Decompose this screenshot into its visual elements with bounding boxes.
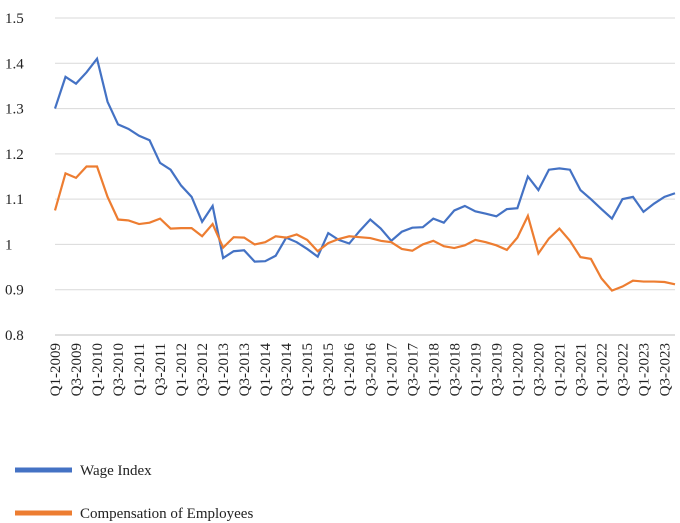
x-tick-label: Q1-2017 (384, 343, 400, 397)
x-tick-label: Q1-2013 (216, 343, 232, 396)
y-tick-label: 1.2 (5, 147, 24, 163)
x-tick-label: Q1-2011 (132, 343, 148, 396)
y-tick-label: 1.3 (5, 102, 24, 118)
x-tick-label: Q3-2018 (447, 343, 463, 396)
x-tick-label: Q1-2023 (636, 343, 652, 396)
x-tick-label: Q3-2023 (657, 343, 673, 396)
x-tick-label: Q3-2016 (363, 343, 379, 397)
y-tick-label: 0.8 (5, 328, 24, 344)
x-tick-label: Q1-2021 (552, 343, 568, 396)
series-line (53, 56, 676, 263)
x-tick-label: Q3-2010 (111, 343, 127, 396)
x-tick-label: Q1-2012 (174, 343, 190, 396)
x-tick-label: Q3-2019 (489, 343, 505, 396)
x-tick-label: Q1-2014 (258, 343, 274, 397)
x-tick-label: Q3-2013 (237, 343, 253, 396)
x-tick-label: Q3-2021 (573, 343, 589, 396)
x-tick-label: Q3-2009 (69, 343, 85, 396)
legend-label: Compensation of Employees (80, 506, 253, 522)
y-tick-label: 1.5 (5, 11, 24, 27)
x-tick-label: Q3-2012 (195, 343, 211, 396)
y-tick-label: 1 (5, 237, 13, 253)
x-tick-label: Q3-2017 (405, 343, 421, 397)
x-tick-label: Q3-2014 (279, 343, 295, 397)
x-tick-label: Q1-2022 (594, 343, 610, 396)
x-tick-label: Q3-2011 (153, 343, 169, 396)
x-tick-label: Q1-2019 (468, 343, 484, 396)
x-tick-label: Q1-2018 (426, 343, 442, 396)
legend-label: Wage Index (80, 463, 152, 479)
x-tick-label: Q3-2015 (321, 343, 337, 396)
x-tick-label: Q1-2009 (48, 343, 64, 396)
x-tick-label: Q1-2015 (300, 343, 316, 396)
x-tick-label: Q1-2016 (342, 343, 358, 397)
x-tick-label: Q1-2020 (510, 343, 526, 396)
x-tick-label: Q3-2020 (531, 343, 547, 396)
y-tick-label: 1.1 (5, 192, 24, 208)
y-tick-label: 0.9 (5, 283, 24, 299)
x-tick-label: Q1-2010 (90, 343, 106, 396)
y-tick-label: 1.4 (5, 56, 24, 72)
x-tick-label: Q3-2022 (615, 343, 631, 396)
series-line (53, 165, 676, 292)
